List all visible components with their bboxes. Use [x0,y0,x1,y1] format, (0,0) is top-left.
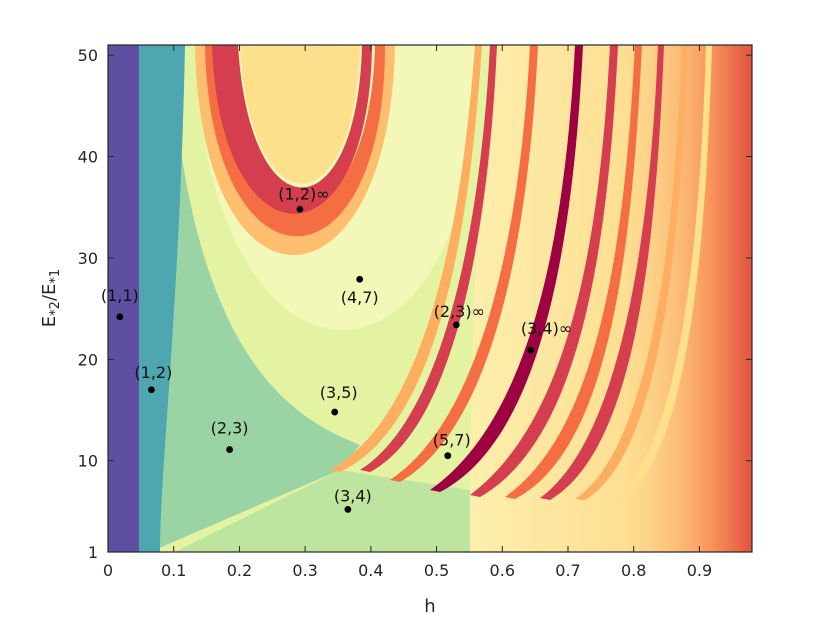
annotation-label: (3,4) [334,486,372,505]
x-tick-label: 0.7 [555,561,580,580]
y-tick-label: 10 [78,452,98,471]
u-mid [205,45,385,237]
band-8 [575,45,688,500]
annotation-label: (1,2)∞ [278,184,329,203]
region-green-lower [150,470,470,552]
x-tick-label: 0.2 [227,561,252,580]
y-label-main: E [39,316,60,327]
y-tick-label: 50 [78,46,98,65]
band-9 [610,45,712,501]
y-label-sub1: *2 [48,301,63,316]
x-tick-label: 0.5 [424,561,449,580]
y-tick-label: 20 [78,350,98,369]
band-3 [390,45,538,482]
region-green-mid [140,45,360,552]
heatmap-field [108,45,752,552]
x-tick-label: 0.3 [292,561,317,580]
u-inner [212,45,372,214]
annotation-label: (2,3)∞ [434,302,485,321]
x-axis: 0 0.1 0.2 0.3 0.4 0.5 0.6 0.7 0.8 0.9 [103,45,712,580]
annotation-label: (5,7) [433,431,471,450]
annotation-point [296,205,304,213]
y-axis-label: E*2/E*1 [39,269,63,327]
x-tick-label: 0.8 [621,561,646,580]
band-2 [360,45,497,472]
y-axis: 1 10 20 30 40 50 [78,46,752,562]
annotation-point [356,275,364,283]
annotation-point [444,452,452,460]
annotation-point [452,321,460,329]
annotation-label: (4,7) [341,288,379,307]
annotation-point [527,346,534,354]
annotation-label: (3,4)∞ [521,319,572,338]
y-tick-label: 1 [88,543,98,562]
region-purple [108,45,139,552]
band-4 [430,45,583,492]
annotation-label: (1,1) [101,286,139,305]
y-tick-label: 40 [78,148,98,167]
x-tick-label: 0.1 [161,561,186,580]
x-tick-label: 0.4 [358,561,383,580]
annotation-point [226,446,233,453]
x-tick-label: 0.9 [687,561,712,580]
annotation-point [331,408,339,416]
annotation-label: (1,2) [134,363,172,382]
x-tick-label: 0.6 [490,561,515,580]
plot-frame [107,44,753,553]
u-core [240,45,360,184]
band-7 [540,45,664,500]
annotation-label: (2,3) [211,419,249,438]
y-label-sub2: *1 [48,269,63,284]
y-label-mid: /E [39,284,60,301]
x-tick-label: 0 [103,561,113,580]
y-tick-label: 30 [78,249,98,268]
x-axis-label: h [424,596,435,617]
band-6 [505,45,642,499]
annotation-layer: (1,1) (1,2) (2,3) (1,2)∞ (4,7) (3,5) (3,4) (2,3… [101,184,572,513]
band-5 [470,45,618,497]
band-1 [330,45,482,472]
annotation-point [344,506,352,513]
region-teal [138,45,185,552]
annotation-label: (3,5) [320,383,358,402]
annotation-point [147,386,155,394]
annotation-point [116,313,124,321]
